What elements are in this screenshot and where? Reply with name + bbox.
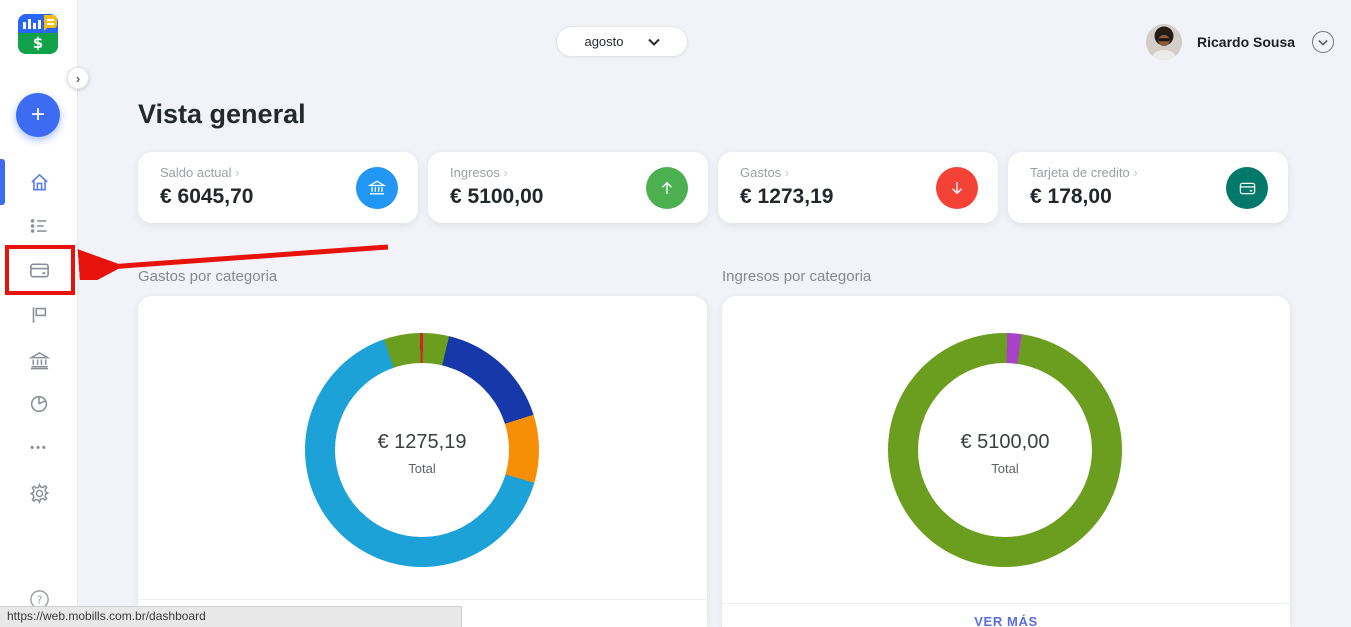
chevron-down-icon [1318, 39, 1328, 46]
gastos-donut-chart[interactable] [305, 333, 539, 567]
section-title-gastos: Gastos por categoria [138, 268, 278, 285]
bank-icon [28, 351, 50, 369]
avatar [1146, 24, 1182, 60]
user-name: Ricardo Sousa [1197, 34, 1296, 50]
sidebar: $ [0, 0, 78, 627]
sidebar-item-home[interactable] [27, 170, 51, 194]
more-horizontal-icon: ••• [30, 442, 48, 454]
sidebar-item-accounts[interactable] [27, 348, 51, 372]
donut-total-label: Total [991, 461, 1019, 476]
chevron-right-icon: › [75, 70, 81, 86]
donut-total-value: € 1275,19 [377, 431, 467, 453]
donut-total-label: Total [408, 461, 436, 476]
page-title: Vista general [138, 99, 306, 129]
bank-icon [356, 167, 398, 209]
card-saldo-actual[interactable]: Saldo actual € 6045,70 [138, 152, 418, 223]
flag-icon [32, 307, 47, 323]
sidebar-item-credit-cards[interactable] [27, 258, 51, 282]
sidebar-item-transactions[interactable] [27, 214, 51, 238]
sidebar-item-reports[interactable] [27, 392, 51, 416]
gear-icon [29, 482, 49, 504]
card-label: Tarjeta de credito [1030, 165, 1138, 180]
card-tarjeta-credito[interactable]: Tarjeta de credito € 178,00 [1008, 152, 1288, 223]
browser-status-bar: https://web.mobills.com.br/dashboard [0, 606, 462, 627]
card-label: Ingresos [450, 165, 508, 180]
ingresos-donut-chart[interactable] [888, 333, 1122, 567]
profile-menu[interactable]: Ricardo Sousa [1146, 24, 1335, 60]
donut-total-value: € 5100,00 [960, 431, 1050, 453]
arrow-up-icon [646, 167, 688, 209]
sidebar-item-more[interactable]: ••• [27, 436, 51, 460]
month-label: agosto [584, 34, 624, 49]
chevron-down-icon [647, 38, 660, 46]
credit-card-icon [1226, 167, 1268, 209]
month-selector[interactable]: agosto [556, 26, 688, 57]
profile-chevron-button[interactable] [1312, 31, 1335, 53]
status-url: https://web.mobills.com.br/dashboard [7, 609, 206, 623]
svg-text:?: ? [36, 594, 42, 606]
card-gastos[interactable]: Gastos € 1273,19 [718, 152, 998, 223]
list-icon [30, 219, 47, 233]
mobills-logo-icon: $ [18, 14, 58, 54]
add-transaction-button[interactable]: + [16, 93, 60, 137]
arrow-down-icon [936, 167, 978, 209]
plus-icon: + [30, 101, 45, 128]
sidebar-item-settings[interactable] [27, 481, 51, 505]
sidebar-expand-button[interactable]: › [67, 67, 89, 89]
section-title-ingresos: Ingresos por categoria [722, 268, 872, 285]
card-label: Gastos [740, 165, 789, 180]
ingresos-chart-card: € 5100,00 Total VER MÁS [722, 296, 1290, 627]
card-value: € 5100,00 [450, 185, 544, 208]
divider [722, 603, 1290, 604]
card-value: € 1273,19 [740, 185, 834, 208]
svg-text:$: $ [33, 34, 43, 52]
ver-mas-link[interactable]: VER MÁS [974, 614, 1038, 627]
active-item-indicator [0, 159, 5, 205]
sidebar-item-goals[interactable] [27, 303, 51, 327]
home-icon [30, 173, 48, 191]
card-value: € 178,00 [1030, 185, 1112, 208]
divider [138, 599, 707, 600]
credit-card-icon [29, 262, 49, 278]
gastos-chart-card: € 1275,19 Total [138, 296, 707, 627]
card-label: Saldo actual [160, 165, 240, 180]
pie-chart-icon [30, 395, 48, 413]
card-ingresos[interactable]: Ingresos € 5100,00 [428, 152, 708, 223]
card-value: € 6045,70 [160, 185, 254, 208]
